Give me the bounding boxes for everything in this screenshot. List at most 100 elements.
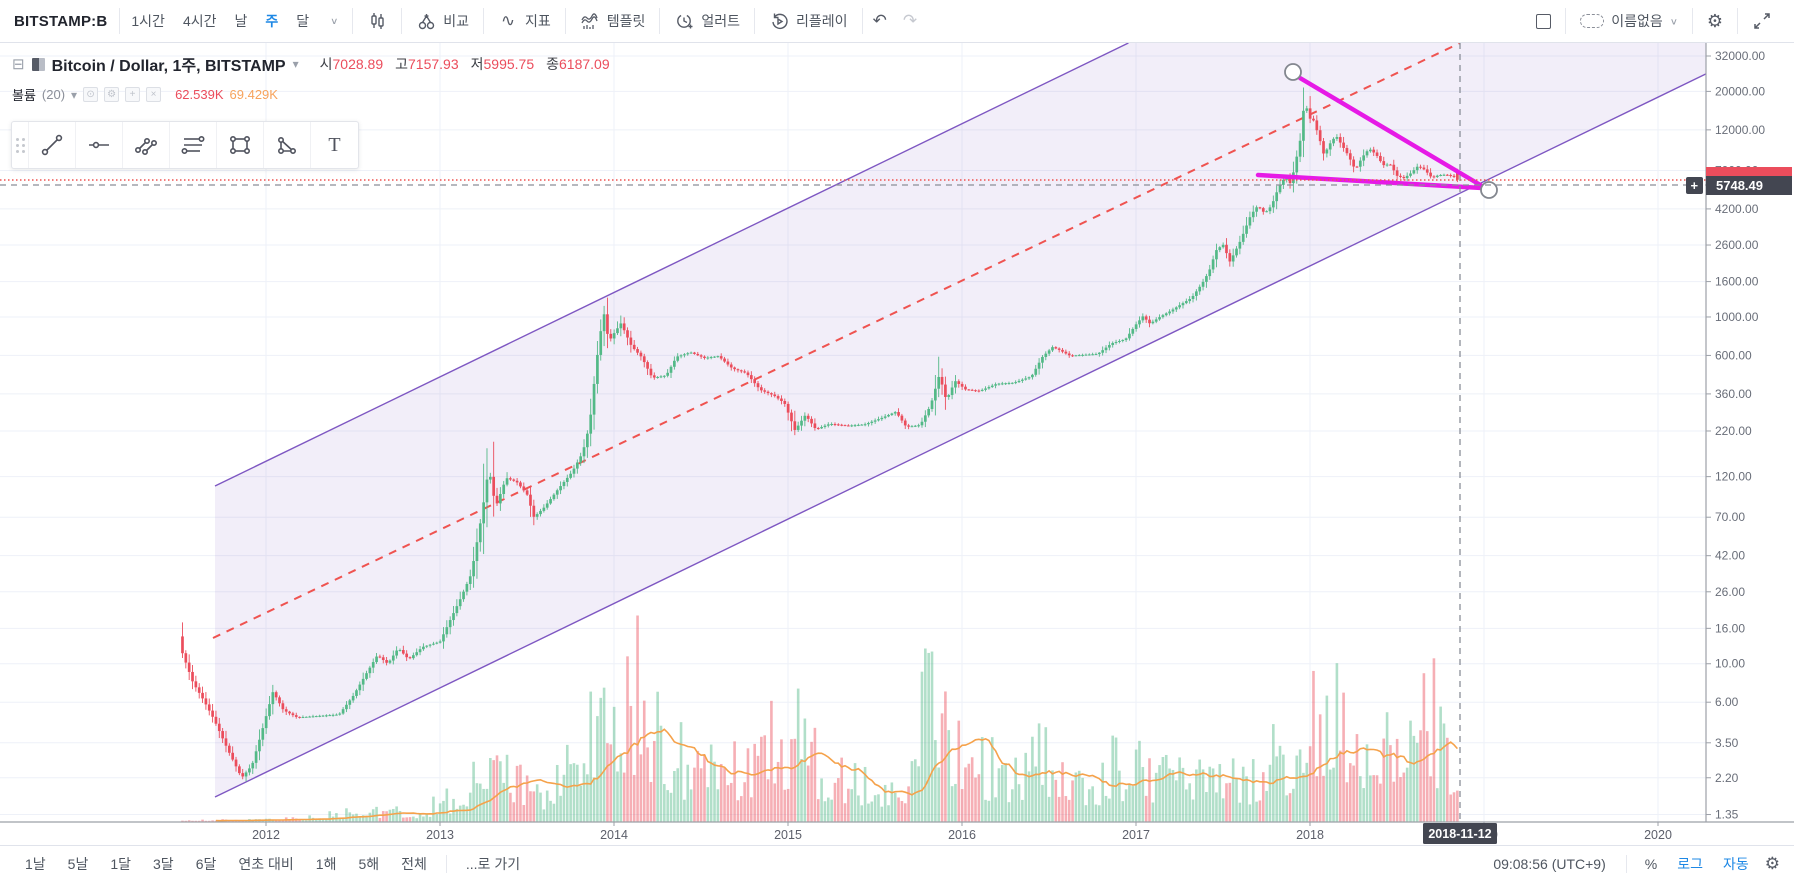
range-1m-button[interactable]: 1달 (110, 856, 132, 872)
goto-date-button[interactable]: ...로 가기 (465, 856, 521, 872)
fib-retracement-tool[interactable] (170, 122, 217, 168)
range-ytd-button[interactable]: 연초 대비 (238, 856, 294, 872)
templates-button[interactable]: 템플릿 (568, 0, 658, 42)
range-1d-button[interactable]: 1날 (25, 856, 46, 872)
range-6m-button[interactable]: 6달 (195, 856, 217, 872)
range-5d-button[interactable]: 5날 (67, 856, 89, 872)
compare-button[interactable]: 비교 (404, 0, 481, 42)
separator (659, 8, 661, 34)
range-1y-button[interactable]: 1해 (315, 856, 337, 872)
crosshair (0, 43, 1706, 822)
layout-select-button[interactable] (1524, 0, 1563, 42)
series-marker-icon (31, 57, 45, 71)
volume-close-icon[interactable]: × (146, 87, 162, 102)
fullscreen-button[interactable] (1740, 0, 1784, 42)
toolbar-drag-handle[interactable] (12, 122, 29, 168)
legend-collapse-icon[interactable]: ⊟ (12, 56, 25, 73)
rectangle-tool[interactable] (217, 122, 264, 168)
replay-icon (769, 11, 789, 31)
rectangle-icon (229, 136, 250, 154)
indicators-button[interactable]: ∿ 지표 (486, 0, 563, 42)
year-tick-label: 2018 (1296, 828, 1324, 842)
range-3m-button[interactable]: 3달 (153, 856, 174, 872)
chart-legend: ⊟ Bitcoin / Dollar, 1주, BITSTAMP ▾ 시7028… (12, 52, 610, 104)
ohlc-values: 시7028.89 고7157.93 저5995.75 종6187.09 (320, 54, 610, 74)
open-value: 7028.89 (332, 56, 384, 72)
volume-add-icon[interactable]: + (125, 87, 141, 102)
time-axis[interactable]: 2012201320142015201620172018201920202018… (0, 821, 1794, 845)
undo-button[interactable]: ↶ (872, 11, 887, 30)
add-alert-plus-button[interactable]: + (1686, 177, 1703, 194)
volume-chevron-down-icon[interactable]: ▾ (71, 87, 78, 102)
range-5y-button[interactable]: 5해 (358, 856, 380, 872)
symbol-title[interactable]: Bitcoin / Dollar, 1주, BITSTAMP (51, 58, 286, 75)
price-tick-label: 16.00 (1715, 621, 1745, 635)
horizontal-line-tool[interactable] (76, 122, 123, 168)
volume-value: 62.539K (175, 87, 224, 102)
price-axis[interactable]: 32000.0020000.0012000.007000.004200.0026… (1686, 43, 1794, 845)
volume-eye-icon[interactable]: ⊙ (83, 87, 99, 102)
symbol-search-input[interactable]: BITSTAMP:B (14, 12, 108, 30)
horizontal-line-icon (89, 141, 109, 149)
triangle-pattern-tool[interactable] (264, 122, 311, 168)
interval-1w-button[interactable]: 주 (265, 13, 279, 29)
trend-line-tool[interactable] (29, 122, 76, 168)
separator (564, 8, 566, 34)
replay-label: 리플레이 (796, 13, 848, 29)
price-tick-label: 42.00 (1715, 549, 1745, 563)
parallel-channel-tool[interactable] (123, 122, 170, 168)
price-tick-label: 120.00 (1715, 470, 1752, 484)
save-layout-button[interactable]: 이름없음 ∨ (1568, 0, 1690, 42)
price-tick-label: 1000.00 (1715, 310, 1759, 324)
percent-scale-button[interactable]: % (1644, 856, 1658, 872)
year-tick-label: 2015 (774, 828, 802, 842)
price-tick-label: 1600.00 (1715, 275, 1759, 289)
redo-button[interactable]: ↷ (902, 11, 918, 30)
volume-study-label[interactable]: 볼륨 (12, 88, 36, 103)
drawing-toolbar: T (11, 121, 359, 169)
interval-1d-button[interactable]: 날 (234, 13, 248, 29)
price-tick-label: 10.00 (1715, 657, 1745, 671)
close-label: 종 (546, 56, 560, 72)
volume-settings-icon[interactable]: ⚙ (104, 87, 120, 102)
fullscreen-expand-icon (1752, 11, 1772, 31)
layout-grid-icon (1536, 13, 1552, 29)
text-tool[interactable]: T (311, 122, 358, 168)
interval-1h-button[interactable]: 1시간 (131, 13, 165, 29)
alert-clock-icon (674, 11, 694, 31)
clock-label[interactable]: 09:08:56 (UTC+9) (1493, 856, 1606, 872)
candlestick-icon (367, 11, 387, 31)
separator (119, 8, 121, 34)
interval-chevron-down-icon[interactable]: ∨ (330, 16, 339, 27)
price-tick-label: 360.00 (1715, 387, 1752, 401)
text-tool-icon: T (328, 133, 341, 156)
pane-layer (0, 43, 1706, 822)
alert-button[interactable]: 얼러트 (662, 0, 752, 42)
alert-label: 얼러트 (701, 13, 741, 29)
price-tick-label: 2.20 (1715, 771, 1739, 785)
templates-label: 템플릿 (606, 13, 646, 29)
settings-gear-button[interactable]: ⚙ (1706, 10, 1723, 31)
year-tick-label: 2020 (1644, 828, 1672, 842)
price-tick-label: 6.00 (1715, 695, 1739, 709)
log-scale-button[interactable]: 로그 (1677, 856, 1703, 872)
auto-scale-button[interactable]: 자동 (1722, 856, 1749, 872)
top-toolbar: BITSTAMP:B 1시간 4시간 날 주 달 ∨ 비교 (0, 0, 1794, 43)
layout-name-label: 이름없음 (1611, 13, 1663, 29)
range-all-button[interactable]: 전체 (401, 856, 427, 872)
separator (482, 8, 484, 34)
parallel-channel-icon (134, 138, 157, 155)
interval-4h-button[interactable]: 4시간 (182, 13, 217, 29)
volume-ma-value: 69.429K (229, 87, 278, 102)
interval-1m-button[interactable]: 달 (296, 13, 310, 29)
legend-chevron-down-icon[interactable]: ▾ (292, 57, 299, 71)
drawing-anchor-handle (1284, 63, 1302, 81)
chart-style-button[interactable] (355, 0, 399, 42)
compare-label: 비교 (443, 13, 469, 29)
axis-settings-gear-icon[interactable]: ⚙ (1764, 854, 1780, 873)
indicators-label: 지표 (524, 13, 551, 29)
replay-button[interactable]: 리플레이 (757, 0, 860, 42)
